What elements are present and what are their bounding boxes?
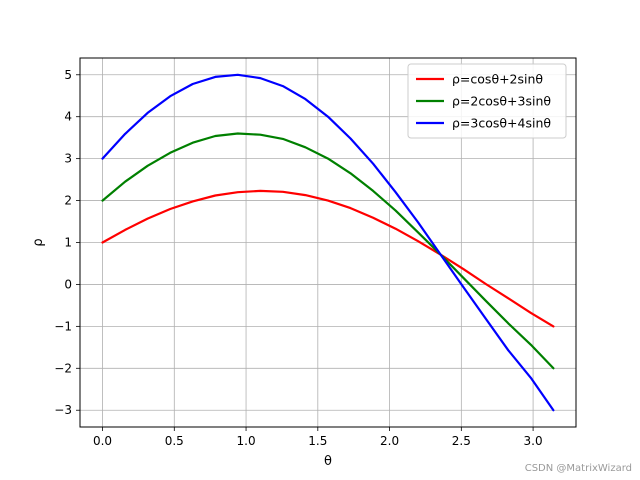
y-tick-label: −2 xyxy=(54,361,72,375)
y-tick-label: −3 xyxy=(54,403,72,417)
legend-entry: ρ=3cosθ+4sinθ xyxy=(452,116,551,131)
legend-entry: ρ=2cosθ+3sinθ xyxy=(452,94,551,109)
y-tick-label: 4 xyxy=(64,110,72,124)
y-tick-label: 5 xyxy=(64,68,72,82)
y-tick-label: 3 xyxy=(64,152,72,166)
series-lines xyxy=(101,73,555,412)
series-line-2 xyxy=(101,132,555,370)
x-tick-label: 3.0 xyxy=(524,434,543,448)
x-tick-label: 1.5 xyxy=(308,434,327,448)
x-tick-label: 0.0 xyxy=(93,434,112,448)
x-tick-label: 1.0 xyxy=(237,434,256,448)
y-axis-label: ρ xyxy=(31,238,46,246)
watermark-text: CSDN @MatrixWizard xyxy=(524,463,632,474)
x-axis-label: θ xyxy=(324,454,332,469)
x-tick-label: 2.0 xyxy=(380,434,399,448)
y-tick-label: 0 xyxy=(64,277,72,291)
y-tick-label: −1 xyxy=(54,319,72,333)
legend-box xyxy=(407,63,567,139)
legend: ρ=cosθ+2sinθ ρ=2cosθ+3sinθ ρ=3cosθ+4sinθ xyxy=(407,63,567,139)
y-tick-label: 2 xyxy=(64,194,72,208)
ticks: 0.0 0.5 1.0 1.5 2.0 2.5 3.0 −3 −2 −1 0 1 2 3 4 5 xyxy=(54,68,542,448)
legend-entry: ρ=cosθ+2sinθ xyxy=(452,72,543,87)
series-line-1 xyxy=(101,189,555,328)
x-tick-label: 2.5 xyxy=(452,434,471,448)
series-line-3 xyxy=(101,73,555,412)
y-tick-label: 1 xyxy=(64,236,72,250)
x-tick-label: 0.5 xyxy=(165,434,184,448)
